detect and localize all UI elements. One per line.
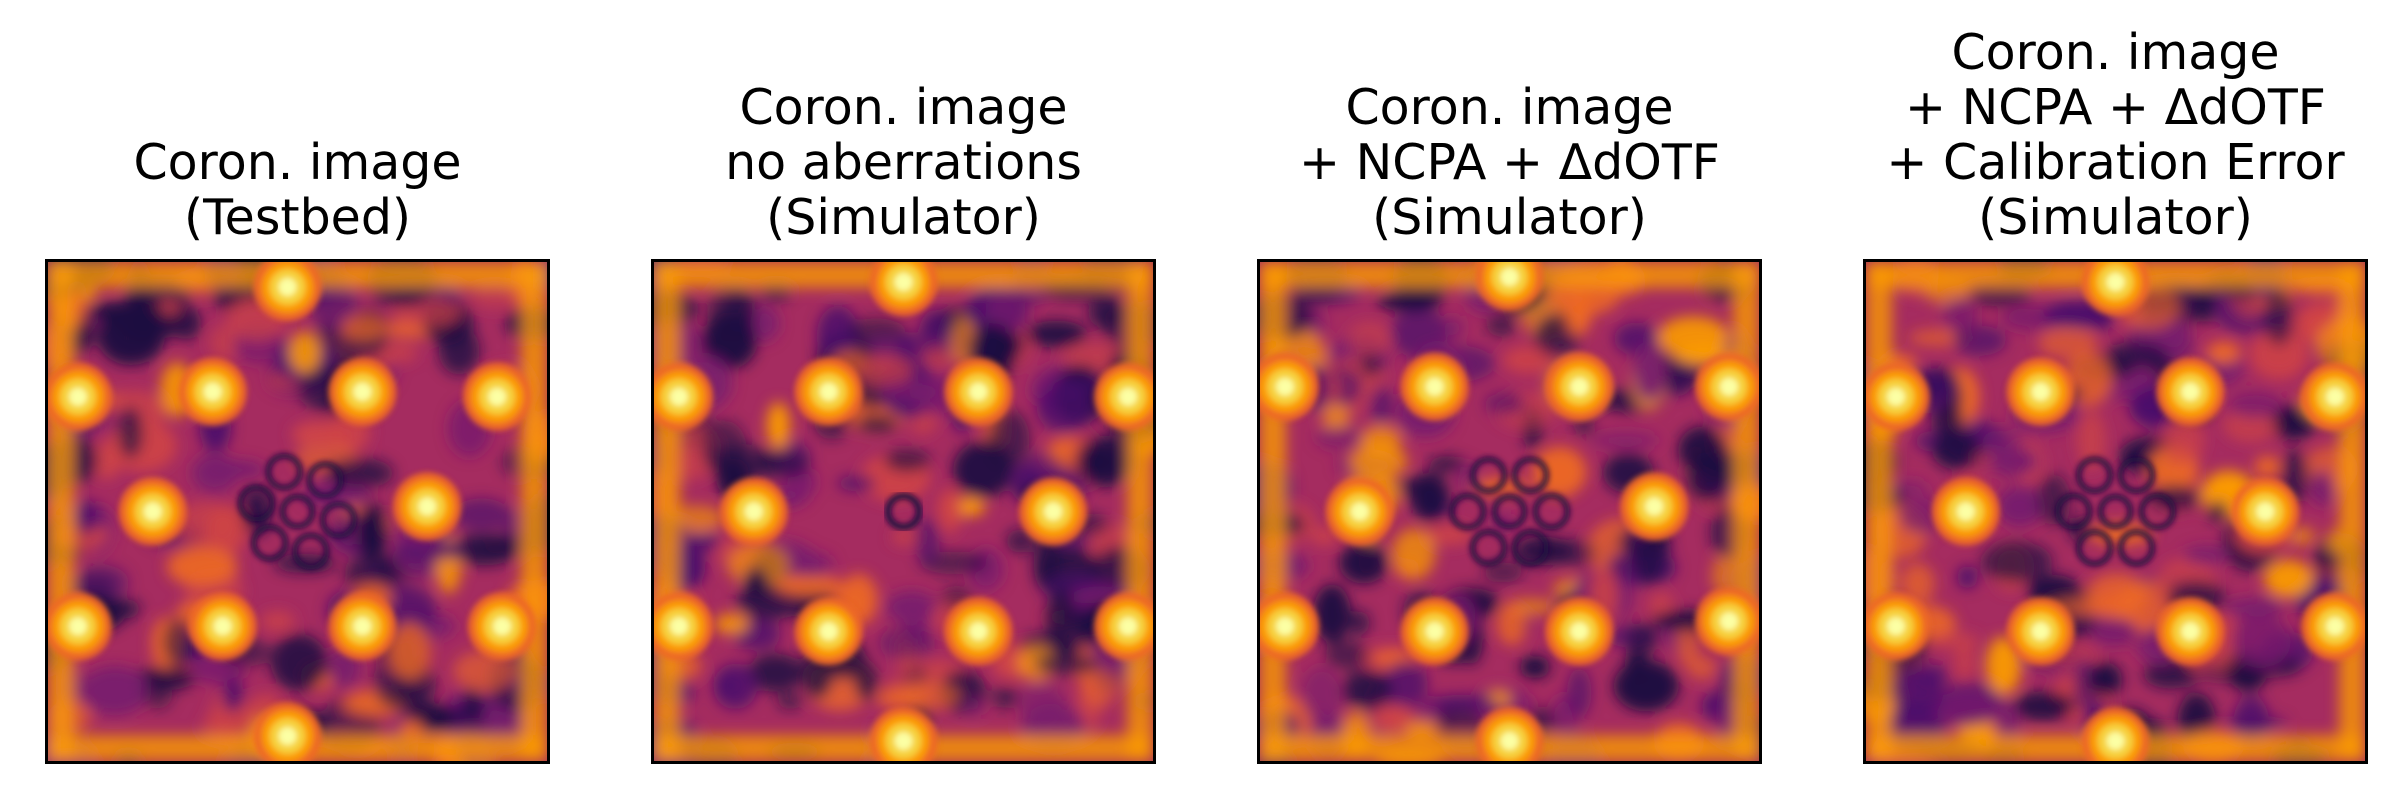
coronagraph-image: [1257, 259, 1762, 764]
panel-calibration-error: Coron. image + NCPA + ΔdOTF + Calibratio…: [1863, 0, 2368, 809]
panel-testbed: Coron. image (Testbed): [45, 0, 550, 809]
coronagraph-image: [1863, 259, 2368, 764]
panel-title: Coron. image + NCPA + ΔdOTF (Simulator): [1299, 79, 1720, 246]
panel-no-aberrations: Coron. image no aberrations (Simulator): [651, 0, 1156, 809]
coronagraph-image: [651, 259, 1156, 764]
speckle-field: [48, 262, 547, 761]
panel-title: Coron. image (Testbed): [133, 134, 462, 246]
panel-title: Coron. image + NCPA + ΔdOTF + Calibratio…: [1886, 24, 2345, 246]
speckle-field: [654, 262, 1153, 761]
speckle-field: [1866, 262, 2365, 761]
panel-ncpa-dotf: Coron. image + NCPA + ΔdOTF (Simulator): [1257, 0, 1762, 809]
coronagraph-image: [45, 259, 550, 764]
panel-title: Coron. image no aberrations (Simulator): [725, 79, 1082, 246]
speckle-field: [1260, 262, 1759, 761]
